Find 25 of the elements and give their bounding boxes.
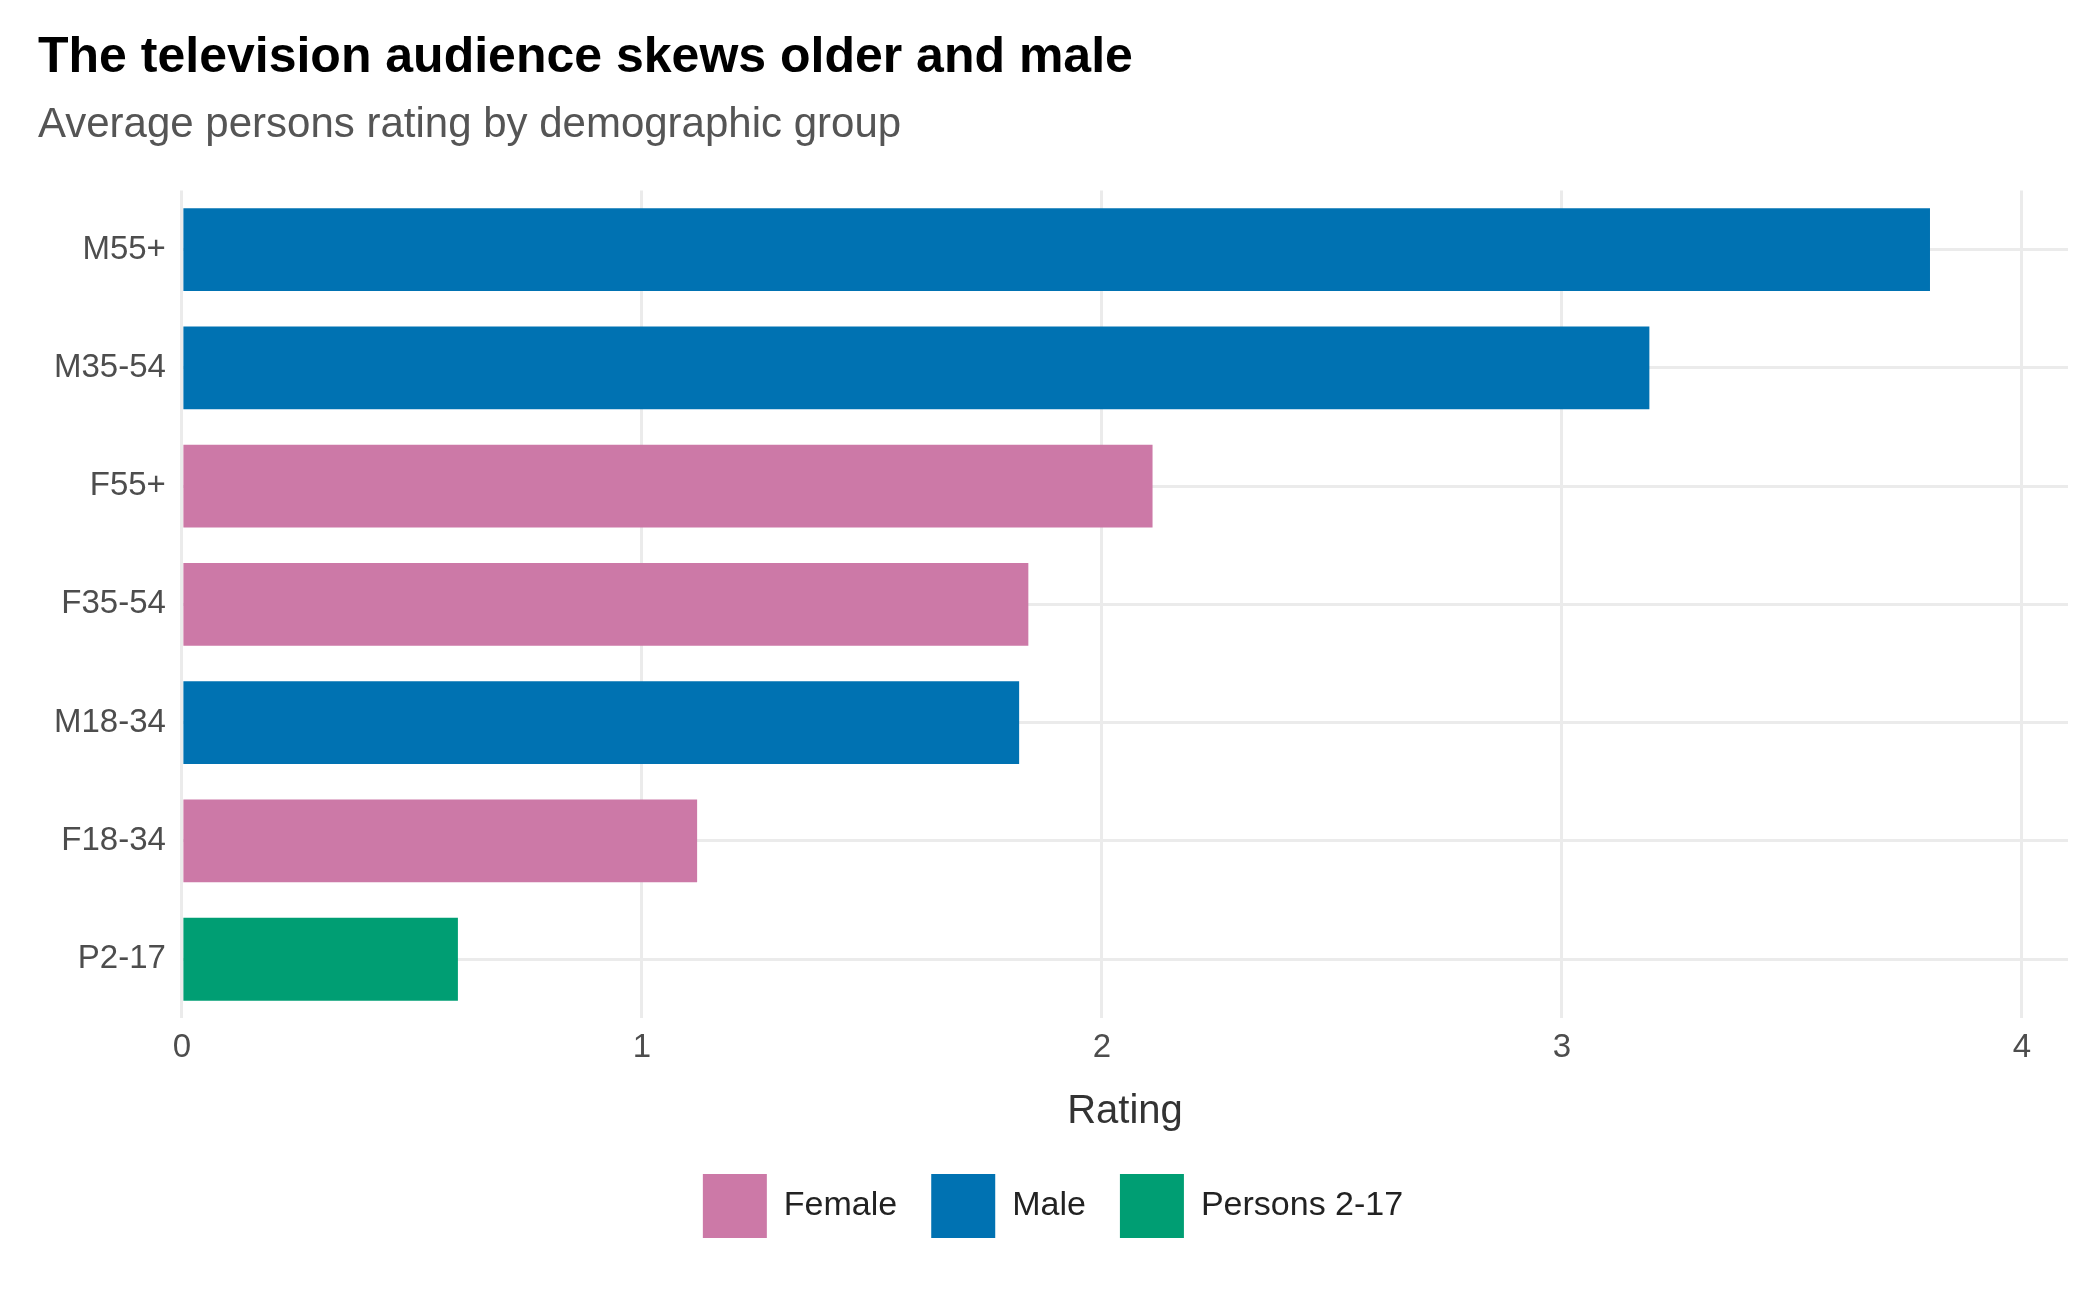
- y-tick-label: M35-54: [54, 346, 166, 384]
- y-tick-label: P2-17: [77, 938, 166, 976]
- legend-label: Female: [783, 1184, 898, 1223]
- legend-label: Male: [1012, 1184, 1086, 1223]
- x-tick-label: 1: [632, 1027, 652, 1065]
- bar: [183, 917, 458, 1001]
- x-tick-label: 0: [172, 1027, 192, 1065]
- bar: [183, 563, 1029, 646]
- bar: [183, 208, 1930, 291]
- chart-title: The television audience skews older and male: [38, 26, 1133, 83]
- bar: [183, 799, 698, 883]
- y-tick-label: F35-54: [61, 583, 166, 621]
- bar: [183, 444, 1153, 528]
- y-tick-label: F55+: [89, 465, 166, 503]
- x-tick-label: 2: [1092, 1027, 1112, 1065]
- x-axis-title: Rating: [1067, 1087, 1183, 1132]
- legend-label: Persons 2-17: [1200, 1184, 1404, 1223]
- y-tick-label: M18-34: [54, 701, 166, 739]
- y-tick-label: F18-34: [61, 820, 166, 858]
- bar: [183, 681, 1020, 765]
- chart-subtitle: Average persons rating by demographic group: [38, 98, 902, 146]
- bar: [183, 326, 1650, 410]
- y-tick-label: M55+: [82, 228, 166, 266]
- x-tick-label: 3: [1552, 1027, 1572, 1065]
- x-tick-label: 4: [2012, 1027, 2032, 1065]
